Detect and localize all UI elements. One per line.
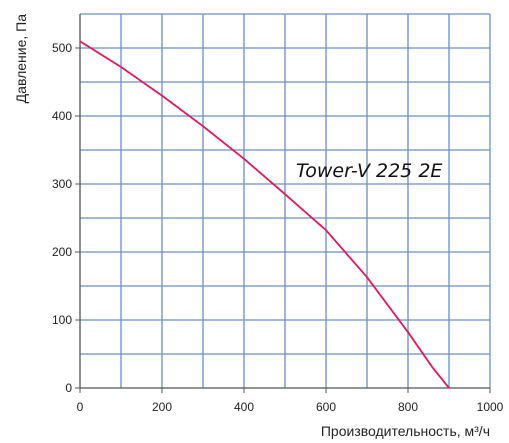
y-tick-label-400: 400	[52, 109, 72, 123]
x-tick-label-800: 800	[398, 400, 418, 414]
y-tick-label-500: 500	[52, 41, 72, 55]
y-axis-title: Давление, Па	[13, 14, 29, 104]
x-tick-label-600: 600	[316, 400, 336, 414]
x-tick-label-200: 200	[152, 400, 172, 414]
series-layer	[79, 40, 450, 389]
x-axis-title: Производительность, м³/ч	[321, 423, 490, 439]
x-tick-label-1000: 1000	[477, 400, 504, 414]
tick-labels: 0 100 200 300 400 500 0 200 400 600 800 1000	[52, 41, 504, 414]
curve-annotation: Tower-V 225 2E	[296, 160, 442, 182]
y-tick-label-100: 100	[52, 313, 72, 327]
x-tick-label-0: 0	[77, 400, 84, 414]
axes	[75, 14, 491, 393]
y-tick-label-300: 300	[52, 177, 72, 191]
y-tick-label-200: 200	[52, 245, 72, 259]
grid	[80, 13, 491, 388]
x-tick-label-400: 400	[234, 400, 254, 414]
y-tick-label-0: 0	[65, 381, 72, 395]
series-line-0	[79, 40, 450, 389]
